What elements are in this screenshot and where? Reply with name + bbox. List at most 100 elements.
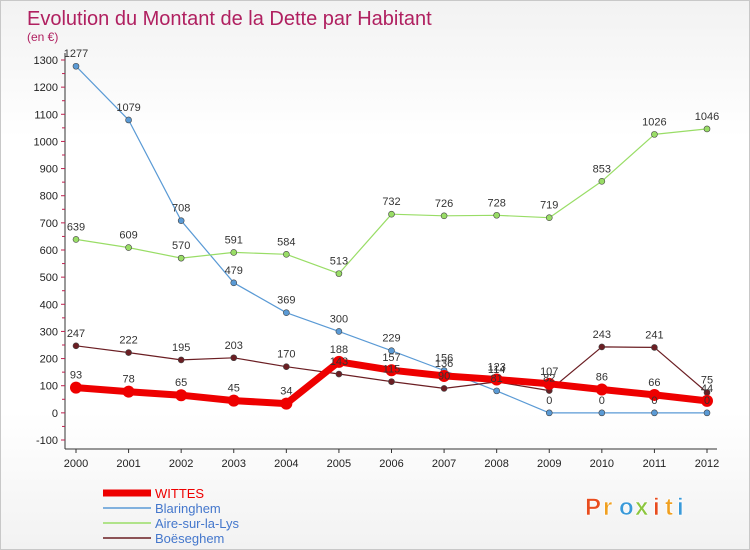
data-label: 143 [330,356,348,368]
data-point [651,131,658,138]
data-label: 243 [593,329,611,341]
data-point [493,211,500,219]
data-label: 241 [645,329,663,341]
x-tick-label: 2007 [432,458,456,470]
data-label: 229 [382,333,400,345]
legend-label: Aire-sur-la-Lys [155,516,240,531]
data-label: 114 [488,364,506,376]
x-tick-label: 2009 [537,458,561,470]
data-point [440,385,448,392]
chart-subtitle: (en €) [27,30,58,44]
data-point [177,217,185,224]
legend-label: Blaringhem [155,501,221,516]
data-label: 75 [701,375,713,387]
data-label: 726 [435,198,453,210]
data-point [335,370,343,378]
logo-letter: i [677,494,684,521]
x-tick-label: 2004 [274,458,298,470]
y-tick-label: 1100 [34,109,58,121]
data-labels: 1277 1079 708 479 369 300 229 156 81 0 0 0 0 639 609 57… [64,48,719,407]
data-label: 195 [172,342,190,354]
data-point [230,279,238,287]
data-label: 188 [330,344,348,356]
x-tick-label: 2012 [695,458,719,470]
data-label: 708 [172,203,190,215]
data-point [72,342,80,350]
legend-label: Boëseghem [155,531,224,546]
data-label: 107 [540,366,558,378]
data-label: 156 [435,353,453,365]
data-point [283,251,290,258]
data-label: 45 [228,383,240,395]
data-label: 0 [599,395,605,407]
data-label: 203 [225,340,243,352]
y-tick-label: 1000 [34,136,58,148]
data-point [175,389,188,402]
data-point [701,394,713,407]
data-point [598,178,606,185]
y-tick-label: 1300 [34,55,58,67]
data-point [122,385,135,398]
data-point [388,210,395,218]
data-label: 728 [487,197,505,209]
series-lines [70,62,713,417]
data-point [227,394,240,407]
data-point [283,363,290,371]
data-label: 123 [487,361,505,373]
y-tick-label: 300 [40,326,58,338]
y-tick-label: 800 [40,191,58,203]
data-label: 90 [438,370,450,382]
data-point [70,381,82,394]
data-label: 115 [383,364,401,376]
data-point [703,409,711,417]
data-label: 300 [330,313,348,325]
y-tick-label: 700 [40,218,58,230]
data-point [388,347,395,355]
data-point [598,409,606,417]
logo-letter: P [585,494,601,521]
x-tick-label: 2005 [327,458,351,470]
data-point [703,125,711,133]
data-point [335,328,343,335]
data-label: 584 [277,236,295,248]
data-label: 732 [382,196,400,208]
data-point [598,343,606,351]
data-label: 44 [701,383,713,395]
data-label: 157 [382,352,400,364]
logo-letter: o [619,494,634,521]
data-point [72,62,80,70]
data-label: 1079 [116,102,140,114]
data-label: 369 [277,295,295,307]
data-label: 81 [491,373,503,385]
data-label: 222 [119,335,137,347]
data-label: 1046 [695,111,719,123]
x-tick-label: 2003 [222,458,246,470]
logo-letter: r [603,494,612,521]
y-tick-label: 0 [52,408,58,420]
data-point [230,249,238,256]
data-label: 0 [546,395,552,407]
x-tick-label: 2000 [64,458,88,470]
data-point [543,377,556,390]
data-point [438,369,451,382]
data-label: 86 [596,372,608,384]
data-point [595,383,608,396]
y-tick-label: 1200 [34,82,58,94]
x-tick-label: 2001 [116,458,140,470]
y-tick-label: 900 [40,164,58,176]
x-tick-label: 2002 [169,458,193,470]
data-point [125,244,132,251]
data-point [283,309,290,317]
data-point [651,409,658,417]
data-label: 34 [280,386,292,398]
data-point [648,388,661,401]
logo-letter: t [665,494,673,521]
data-label: 639 [67,221,85,233]
data-point [385,364,398,377]
x-tick-label: 2006 [379,458,403,470]
data-label: 1277 [64,48,88,60]
data-point [490,373,503,386]
data-label: 136 [435,358,453,370]
